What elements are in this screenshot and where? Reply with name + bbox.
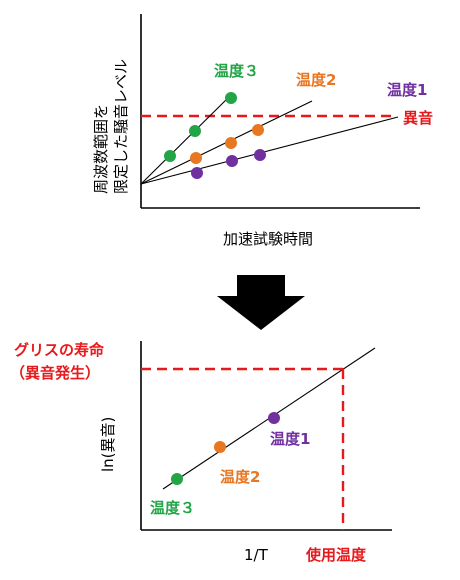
- top-point-temp1-3: [254, 149, 266, 161]
- top-point-temp3-1: [164, 150, 176, 162]
- top-point-temp3-3: [225, 92, 237, 104]
- bottom-label-temp1: 温度1: [270, 430, 310, 448]
- top-point-temp2-2: [225, 137, 237, 149]
- top-point-temp3-2: [189, 125, 201, 137]
- bottom-point-temp3: [171, 473, 183, 485]
- top-point-temp2-1: [190, 152, 202, 164]
- top-y-axis-label-line1: 周波数範囲を: [92, 104, 110, 194]
- top-x-axis-label: 加速試験時間: [223, 230, 313, 248]
- top-point-temp2-3: [252, 124, 264, 136]
- bottom-label-temp3: 温度３: [150, 499, 195, 517]
- top-label-temp2: 温度2: [296, 71, 336, 89]
- top-point-temp1-2: [226, 155, 238, 167]
- top-chart: 異音 温度３ 温度2 温度1 周波数範囲を 限定した騒音レベル 加速試験時間: [92, 14, 433, 248]
- bottom-y-axis-label: ln(異音): [99, 417, 117, 472]
- top-y-axis-label-line2: 限定した騒音レベル: [112, 59, 130, 194]
- bottom-x-axis-label: 1/T: [244, 546, 269, 564]
- top-trend-line-temp3: [140, 93, 233, 185]
- bottom-point-temp1: [268, 412, 280, 424]
- top-threshold-label: 異音: [403, 109, 433, 127]
- bottom-life-label-line1: グリスの寿命: [14, 341, 105, 359]
- down-arrow: [217, 275, 305, 330]
- bottom-label-temp2: 温度2: [220, 468, 260, 486]
- bottom-point-temp2: [214, 441, 226, 453]
- bottom-chart: 温度1 温度2 温度３ ln(異音) グリスの寿命 （異音発生） 1/T 使用温…: [10, 341, 392, 564]
- top-point-temp1-1: [191, 167, 203, 179]
- top-label-temp1: 温度1: [387, 81, 427, 99]
- bottom-use-temp-label: 使用温度: [305, 546, 367, 564]
- top-label-temp3: 温度３: [214, 62, 259, 80]
- bottom-life-label-line2: （異音発生）: [10, 364, 100, 382]
- top-trend-line-temp1: [140, 116, 399, 185]
